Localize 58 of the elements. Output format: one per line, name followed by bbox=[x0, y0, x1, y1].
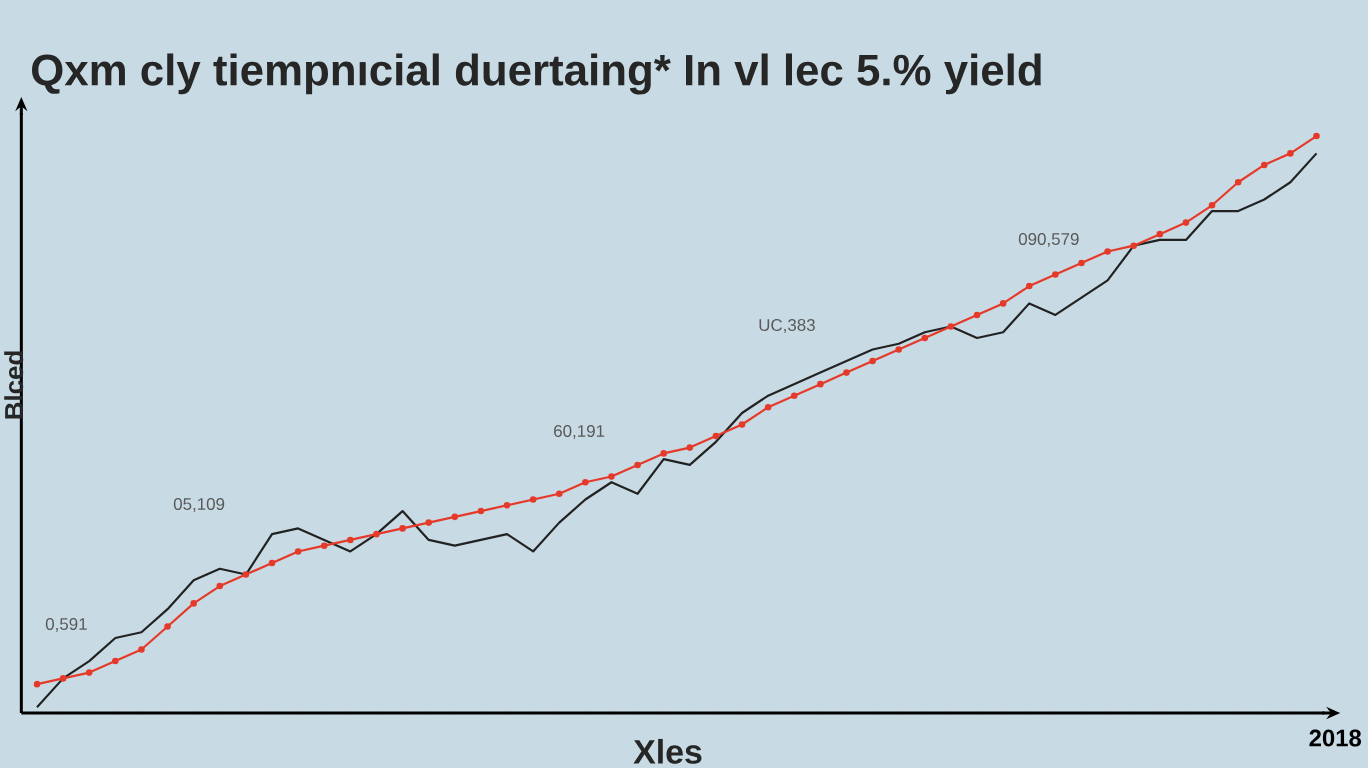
point bbox=[503, 502, 511, 509]
point bbox=[738, 421, 746, 428]
point bbox=[268, 559, 276, 567]
chart-title: Qxm cly tiempnıcial duertaing* In vl lec 5.% yield bbox=[32, 53, 1041, 95]
point bbox=[1234, 178, 1242, 186]
point bbox=[869, 357, 876, 365]
point bbox=[294, 548, 302, 555]
annotation: 090,579 bbox=[1018, 232, 1079, 247]
text: 2018 bbox=[1309, 729, 1362, 747]
point bbox=[1313, 132, 1320, 140]
point bbox=[112, 657, 119, 665]
point bbox=[634, 461, 641, 469]
point bbox=[399, 525, 406, 532]
point bbox=[790, 392, 798, 399]
point bbox=[138, 646, 145, 653]
point bbox=[817, 380, 824, 388]
point bbox=[712, 432, 720, 440]
point bbox=[1156, 230, 1164, 238]
point bbox=[347, 536, 354, 544]
point bbox=[85, 669, 93, 676]
annotation: UC,383 bbox=[759, 319, 815, 333]
point bbox=[608, 473, 615, 480]
point bbox=[190, 600, 197, 607]
point bbox=[164, 623, 171, 630]
point bbox=[895, 346, 902, 353]
point bbox=[555, 490, 563, 498]
point bbox=[973, 311, 981, 319]
point bbox=[373, 530, 380, 538]
point bbox=[1104, 248, 1111, 255]
point bbox=[59, 675, 67, 682]
point bbox=[1025, 282, 1033, 290]
point bbox=[1208, 202, 1216, 209]
point bbox=[1130, 242, 1138, 249]
point bbox=[1260, 161, 1268, 169]
point bbox=[764, 403, 772, 411]
point bbox=[1287, 150, 1294, 157]
point bbox=[1052, 271, 1059, 278]
point bbox=[451, 513, 459, 521]
annotation: 05,109 bbox=[173, 498, 225, 512]
point bbox=[529, 496, 537, 503]
point bbox=[843, 369, 850, 376]
annotation: 60,191 bbox=[554, 425, 605, 439]
point bbox=[582, 478, 589, 486]
point bbox=[686, 444, 694, 451]
point bbox=[320, 542, 328, 549]
point bbox=[947, 323, 955, 330]
point bbox=[216, 582, 224, 590]
point bbox=[33, 680, 41, 688]
point bbox=[242, 571, 250, 578]
point bbox=[1078, 259, 1085, 267]
point bbox=[660, 450, 667, 457]
point bbox=[921, 334, 929, 342]
x-axis-title: Xles bbox=[633, 738, 702, 764]
annotation: 0,591 bbox=[45, 618, 87, 632]
point bbox=[999, 300, 1007, 307]
point bbox=[1182, 219, 1190, 226]
point bbox=[477, 507, 485, 515]
point bbox=[425, 519, 432, 526]
